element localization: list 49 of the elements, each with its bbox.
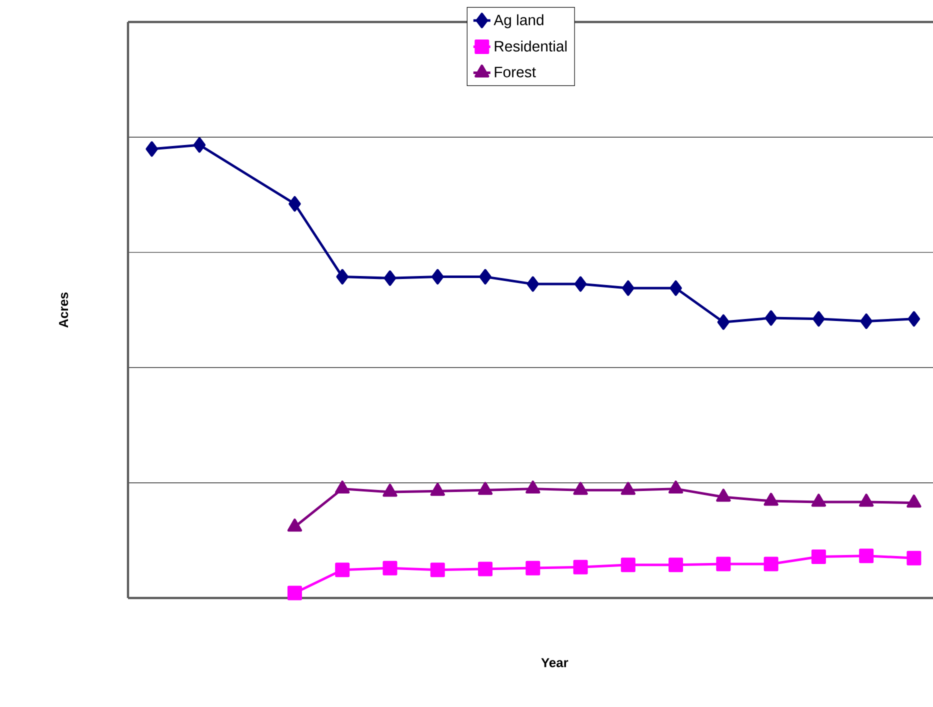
point (573, 560, 588, 574)
point (146, 141, 158, 157)
point (717, 314, 730, 330)
point (906, 550, 922, 566)
point (193, 137, 206, 153)
point (478, 562, 493, 576)
point (430, 482, 445, 496)
point (764, 310, 778, 326)
point (812, 311, 825, 327)
point (908, 311, 920, 327)
point (860, 313, 872, 329)
point (859, 494, 874, 507)
point (668, 558, 684, 572)
point (620, 558, 636, 572)
point (288, 196, 301, 212)
point (716, 556, 731, 572)
point (764, 556, 778, 572)
point (478, 482, 493, 495)
point (335, 480, 350, 494)
y-axis-title: Acres (59, 292, 68, 328)
point (670, 280, 682, 296)
point (382, 560, 398, 576)
point (479, 269, 492, 285)
point (620, 482, 636, 495)
point (906, 494, 922, 508)
point (811, 494, 826, 507)
point (574, 276, 587, 292)
point (335, 562, 350, 578)
point (859, 548, 874, 564)
point (432, 269, 444, 285)
point (287, 518, 302, 532)
point (430, 562, 445, 578)
point (716, 488, 731, 502)
point (526, 560, 540, 576)
legend-label: Forest (494, 66, 536, 78)
point (622, 280, 634, 296)
point (384, 270, 396, 286)
point (811, 550, 826, 564)
point (764, 492, 778, 506)
point (287, 586, 302, 600)
point (668, 480, 684, 494)
legend-label: Residential (494, 40, 567, 52)
point (526, 480, 540, 494)
legend-label: Ag land (494, 14, 544, 28)
point (526, 276, 540, 292)
point (382, 484, 398, 497)
x-axis-title: Year (541, 658, 568, 668)
point (573, 482, 588, 495)
point (336, 269, 348, 285)
